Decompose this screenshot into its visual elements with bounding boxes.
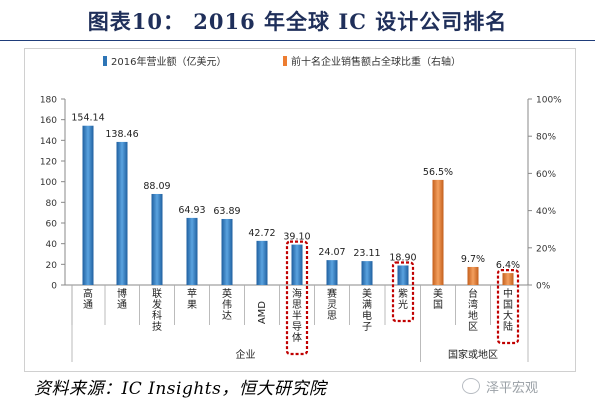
bar-revenue-label: 138.46 bbox=[105, 129, 138, 140]
category-label: 博通 bbox=[117, 287, 127, 311]
left-tick-label: 140 bbox=[40, 137, 57, 147]
category-label: 英伟达 bbox=[222, 287, 232, 322]
category-label: AMD bbox=[257, 301, 268, 324]
legend-label: 2016年营业额（亿美元） bbox=[111, 55, 226, 68]
legend-label: 前十名企业销售额占全球比重（右轴） bbox=[291, 55, 461, 68]
bar-share bbox=[502, 273, 514, 285]
bar-share bbox=[467, 266, 479, 285]
category-label: 赛灵思 bbox=[327, 287, 337, 322]
chart-title: 图表10： 2016 年全球 IC 设计公司排名 bbox=[87, 9, 508, 34]
bar-revenue-label: 42.72 bbox=[248, 228, 275, 239]
highlight-box bbox=[285, 240, 309, 356]
right-tick-label: 20% bbox=[536, 244, 556, 254]
bar-revenue-label: 64.93 bbox=[178, 205, 205, 216]
highlight-box bbox=[496, 268, 520, 345]
highlight-box bbox=[391, 261, 415, 323]
left-tick-label: 40 bbox=[46, 240, 58, 250]
category-label: 美国 bbox=[433, 287, 443, 311]
left-tick-label: 80 bbox=[46, 199, 58, 209]
left-tick-label: 0 bbox=[51, 282, 57, 292]
right-tick-label: 0% bbox=[536, 282, 551, 292]
bar-share-label: 9.7% bbox=[461, 254, 485, 265]
left-tick-label: 100 bbox=[40, 178, 57, 188]
left-tick-label: 160 bbox=[40, 116, 57, 126]
bar-revenue bbox=[221, 218, 233, 285]
bar-revenue-label: 24.07 bbox=[318, 247, 345, 258]
bar-share-label: 56.5% bbox=[423, 167, 453, 178]
group-label: 企业 bbox=[236, 348, 256, 361]
group-label: 国家或地区 bbox=[448, 348, 498, 361]
left-tick-label: 20 bbox=[46, 261, 58, 271]
bar-revenue bbox=[361, 261, 373, 285]
bar-share bbox=[432, 179, 444, 285]
legend-swatch bbox=[103, 56, 107, 66]
category-label: 高通 bbox=[83, 287, 93, 311]
title-bar: 图表10： 2016 年全球 IC 设计公司排名 bbox=[0, 0, 595, 41]
legend-swatch bbox=[283, 56, 287, 66]
category-label: 海思半导体 bbox=[292, 287, 302, 344]
bar-revenue bbox=[397, 265, 409, 285]
left-tick-label: 60 bbox=[46, 220, 58, 230]
wechat-icon bbox=[462, 378, 480, 394]
bar-revenue-label: 63.89 bbox=[213, 206, 240, 217]
bar-revenue bbox=[326, 260, 338, 285]
source-note: 资料来源：IC Insights，恒大研究院 bbox=[34, 379, 327, 399]
bar-revenue bbox=[186, 217, 198, 285]
category-label: 联发科技 bbox=[152, 288, 162, 333]
bar-revenue bbox=[256, 240, 268, 285]
bar-revenue bbox=[151, 193, 163, 285]
bar-revenue-label: 23.11 bbox=[353, 248, 380, 259]
category-label: 台湾地区 bbox=[468, 287, 478, 333]
category-label: 美满电子 bbox=[362, 287, 372, 333]
bar-revenue bbox=[291, 244, 303, 285]
right-tick-label: 40% bbox=[536, 207, 556, 217]
bar-share-label: 6.4% bbox=[496, 260, 520, 271]
watermark-text: 泽平宏观 bbox=[486, 381, 539, 396]
category-label: 中国大陆 bbox=[503, 287, 513, 333]
bar-revenue-label: 88.09 bbox=[143, 181, 170, 192]
right-tick-label: 100% bbox=[536, 96, 562, 106]
bar-revenue-label: 39.10 bbox=[283, 232, 310, 243]
right-tick-label: 60% bbox=[536, 170, 556, 180]
left-tick-label: 120 bbox=[40, 158, 57, 168]
left-tick-label: 180 bbox=[40, 96, 57, 106]
bar-revenue-label: 18.90 bbox=[389, 252, 416, 263]
plot-frame bbox=[24, 48, 576, 372]
category-label: 紫光 bbox=[398, 288, 408, 311]
bar-revenue bbox=[116, 141, 128, 285]
right-tick-label: 80% bbox=[536, 133, 556, 143]
category-label: 苹果 bbox=[187, 287, 197, 311]
bar-revenue bbox=[82, 125, 94, 285]
bar-revenue-label: 154.14 bbox=[71, 113, 104, 124]
